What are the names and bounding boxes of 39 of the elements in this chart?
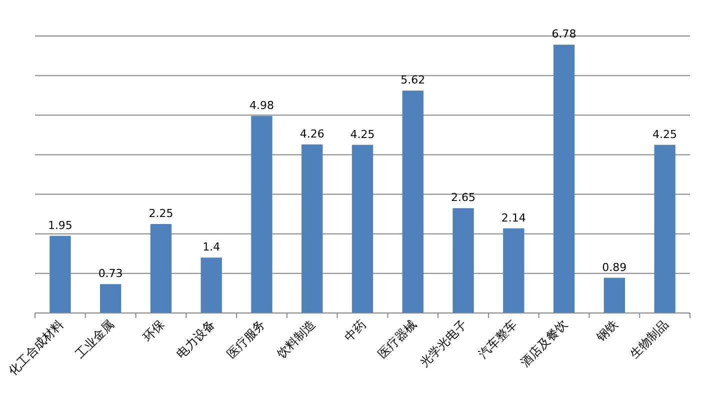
data-label: 2.65 [451, 191, 476, 204]
x-tick-label: 工业金属 [72, 317, 117, 362]
x-tick-label: 化工合成材料 [6, 317, 66, 378]
bar [452, 208, 474, 313]
bar [654, 144, 676, 313]
x-tick-label: 医疗服务 [224, 317, 268, 362]
bar [150, 224, 172, 313]
data-label: 4.98 [249, 98, 274, 112]
x-tick-label: 光学光电子 [417, 317, 470, 370]
x-tick-label: 酒店及餐饮 [518, 317, 570, 370]
x-tick-label: 环保 [140, 317, 168, 344]
data-label: 4.25 [652, 128, 678, 141]
bar [553, 44, 575, 313]
data-label: 5.62 [400, 74, 426, 87]
bar [200, 258, 222, 313]
data-label: 2.25 [148, 206, 174, 220]
x-tick-label: 电力设备 [174, 317, 218, 362]
data-label: 0.89 [602, 260, 627, 274]
data-label: 4.26 [300, 127, 324, 140]
bar [50, 236, 71, 313]
bar [402, 90, 424, 313]
data-label: 1.4 [202, 240, 220, 254]
x-tick-label: 汽车整车 [476, 317, 520, 362]
bar [503, 228, 524, 313]
x-tick-label: 医疗器械 [375, 317, 420, 362]
x-tick-label: 钢铁 [592, 317, 621, 345]
bar [302, 144, 323, 313]
bar [100, 284, 122, 313]
data-label: 0.73 [98, 267, 123, 280]
bar [604, 278, 626, 313]
data-label: 4.25 [350, 128, 375, 141]
data-label: 2.14 [501, 211, 526, 224]
x-tick-label: 生物制品 [627, 317, 671, 362]
bar [251, 116, 272, 313]
x-tick-label: 中药 [342, 317, 369, 344]
bar [352, 144, 374, 313]
data-label: 6.78 [552, 28, 576, 41]
x-tick-label: 饮料制造 [274, 317, 318, 362]
data-label: 1.95 [48, 218, 72, 232]
